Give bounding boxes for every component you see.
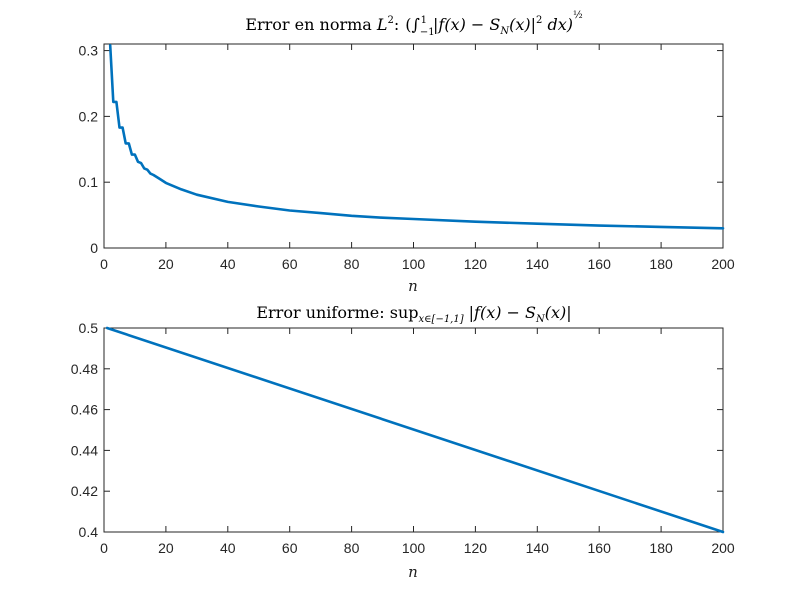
title-outer-exponent: ½: [573, 10, 583, 21]
chart-title: Error uniforme: supx∈[−1,1] |f(x) − SN(x)…: [256, 303, 571, 325]
title-norm-exponent: 2: [388, 15, 394, 26]
chart-title: Error en norma L2: (∫−11 |f(x) − SN(x)|2 d…: [245, 10, 583, 38]
ticks-l2: 0 20 40 60 80 100 120 140 160 180 200 0 0.1 0.2 0.3: [79, 43, 735, 272]
y-tick-label-0: 0: [90, 240, 98, 256]
x-tick-label-9: 180: [649, 540, 673, 556]
x-tick-label-10: 200: [711, 540, 735, 556]
x-tick-label-5: 100: [402, 540, 426, 556]
title-integral-lower: −1: [420, 27, 435, 38]
y-tick-label-1: 0.1: [79, 174, 99, 190]
x-tick-label-3: 60: [282, 256, 298, 272]
x-axis-label-l2: n: [408, 277, 418, 295]
x-tick-label-10: 200: [711, 256, 735, 272]
x-tick-label-0: 0: [100, 540, 108, 556]
y-tick-label-5: 0.5: [79, 320, 99, 336]
title-integrand-tail: (x)|: [509, 15, 536, 34]
y-tick-label-3: 0.46: [71, 402, 98, 418]
title-integral-upper: 1: [421, 15, 427, 26]
y-tick-label-2: 0.2: [79, 108, 99, 124]
x-tick-label-5: 100: [402, 256, 426, 272]
title-norm-symbol: L: [376, 15, 388, 34]
title-sup: sup: [390, 303, 419, 322]
x-axis-label-uniform: n: [408, 563, 418, 581]
axes-frame-l2: [103, 43, 724, 249]
title-subscript: N: [535, 314, 546, 325]
title-differential: dx): [542, 15, 573, 34]
y-tick-label-1: 0.42: [71, 483, 98, 499]
x-tick-label-8: 160: [588, 540, 612, 556]
x-tick-label-7: 140: [526, 256, 550, 272]
x-tick-label-9: 180: [649, 256, 673, 272]
title-sup-subscript: x∈[−1,1]: [419, 314, 464, 325]
x-tick-label-4: 80: [344, 256, 360, 272]
x-tick-label-8: 160: [588, 256, 612, 272]
title-integrand: |f(x) − S: [433, 15, 500, 34]
title-tail: (x)|: [545, 303, 572, 322]
title-lead: Error uniforme:: [256, 303, 389, 322]
x-tick-label-2: 40: [220, 540, 236, 556]
x-tick-label-7: 140: [526, 540, 550, 556]
title-power: 2: [536, 15, 542, 26]
x-tick-label-0: 0: [100, 256, 108, 272]
ticks-uniform: 0 20 40 60 80 100 120 140 160 180 200 0.4 0.42 0.44 0.…: [71, 320, 735, 556]
title-formula: (∫: [405, 15, 420, 34]
series-line-l2: [108, 44, 725, 230]
x-tick-label-2: 40: [220, 256, 236, 272]
title-colon: :: [394, 15, 399, 34]
title-body: |f(x) − S: [469, 303, 536, 322]
title-lead: Error en norma: [245, 15, 377, 34]
title-subscript: N: [499, 26, 510, 37]
y-tick-label-0: 0.4: [79, 524, 99, 540]
y-tick-label-4: 0.48: [71, 361, 98, 377]
y-tick-label-3: 0.3: [79, 43, 99, 59]
x-tick-label-1: 20: [158, 256, 174, 272]
chart-l2-error: Error en norma L2: (∫−11 |f(x) − SN(x)|2 d…: [79, 10, 735, 295]
x-tick-label-3: 60: [282, 540, 298, 556]
x-tick-label-6: 120: [464, 256, 488, 272]
series-line-uniform: [105, 326, 725, 534]
y-tick-label-2: 0.44: [71, 442, 98, 458]
x-tick-label-6: 120: [464, 540, 488, 556]
x-tick-label-1: 20: [158, 540, 174, 556]
chart-uniform-error: Error uniforme: supx∈[−1,1] |f(x) − SN(x)…: [71, 303, 735, 581]
x-tick-label-4: 80: [344, 540, 360, 556]
